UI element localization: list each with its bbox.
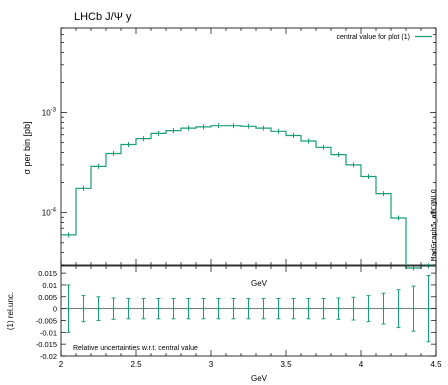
- x-tick-label: 2.5: [130, 360, 142, 369]
- x-tick-label: 4: [359, 360, 364, 369]
- ratio-y-tick-label: 0.005: [38, 293, 57, 302]
- ratio-y-tick-label: 0.015: [38, 269, 57, 278]
- y-axis-label: σ per bin [pb]: [22, 121, 32, 174]
- series-step-line: [61, 125, 436, 269]
- x-tick-label: 2: [59, 360, 64, 369]
- ratio-y-tick-label: -0.01: [40, 328, 57, 337]
- x-tick-label: 3.5: [280, 360, 292, 369]
- generator-credit: MadGraph5_aMC@NLO: [430, 189, 438, 261]
- ratio-annotation: Relative uncertainties w.r.t. central va…: [73, 345, 198, 352]
- ratio-y-tick-label: -0.015: [36, 340, 57, 349]
- legend: central value for plot (1): [336, 34, 432, 41]
- generator-credit-text: MadGraph5_aMC@NLO: [430, 189, 438, 261]
- ratio-panel-title: GeV: [251, 279, 268, 288]
- ratio-y-tick-label: 0.01: [42, 281, 57, 290]
- ratio-y-tick-label: 0: [53, 305, 57, 314]
- y-tick-label: 10-3: [42, 108, 57, 118]
- chart-title: LHCb J/Ψ y: [74, 11, 132, 23]
- x-tick-label: 3: [209, 360, 214, 369]
- ratio-y-axis-label: (1) rel.unc.: [6, 292, 15, 330]
- x-axis-label: GeV: [251, 374, 268, 383]
- main-plot-frame: [60, 27, 437, 266]
- ratio-plot-frame: [60, 265, 437, 357]
- ratio-y-tick-label: -0.005: [36, 316, 57, 325]
- legend-label: central value for plot (1): [336, 34, 410, 41]
- y-tick-label: 10-4: [42, 208, 57, 218]
- ratio-y-tick-label: -0.02: [40, 352, 57, 361]
- x-tick-label: 4.5: [430, 360, 442, 369]
